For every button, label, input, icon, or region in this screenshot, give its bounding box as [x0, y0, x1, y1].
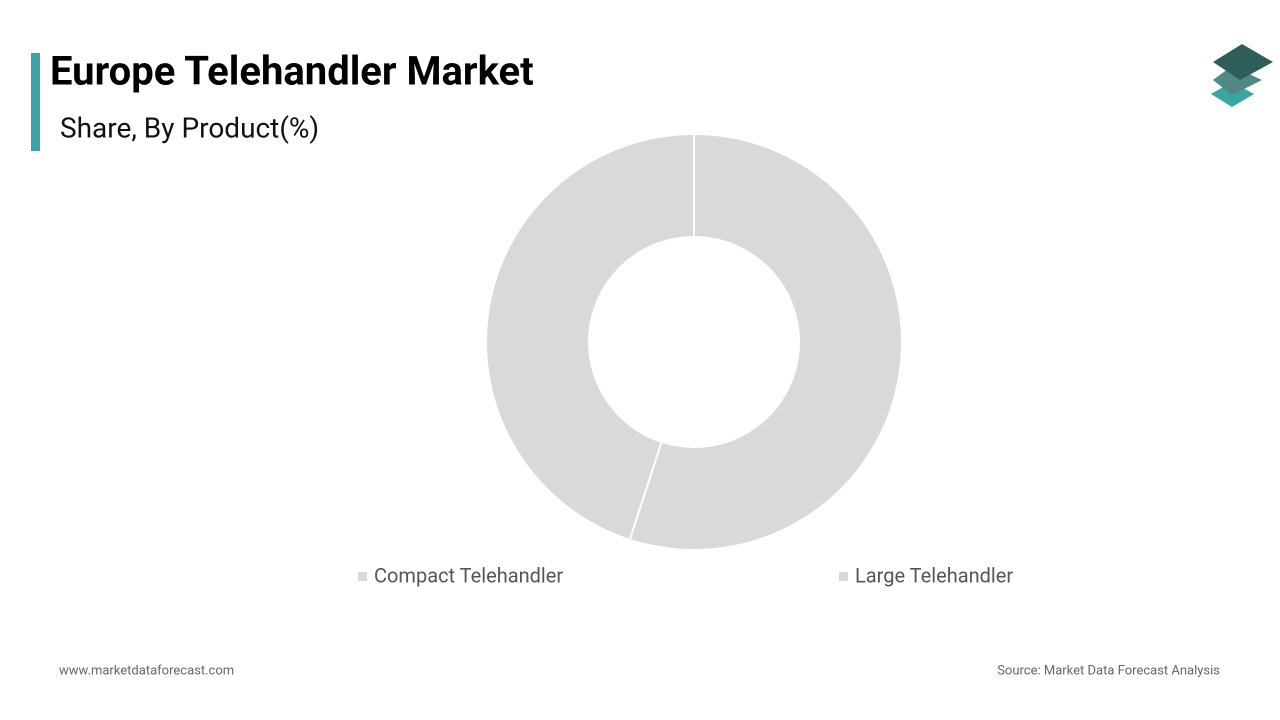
legend-swatch: [358, 572, 367, 581]
legend-label: Compact Telehandler: [374, 563, 563, 587]
title-bar: [31, 53, 40, 151]
donut-slice: [485, 132, 695, 542]
legend-swatch: [839, 572, 848, 581]
chart-title: Europe Telehandler Market: [50, 48, 534, 95]
chart-subtitle: Share, By Product(%): [60, 111, 319, 144]
logo: [1211, 44, 1273, 107]
footer-source: Source: Market Data Forecast Analysis: [997, 663, 1220, 678]
legend-label: Large Telehandler: [855, 563, 1013, 587]
plot: Compact Telehandler Large Telehandler: [358, 132, 1013, 587]
donut-slice: [628, 132, 903, 551]
footer-website: www.marketdataforecast.com: [59, 663, 234, 678]
